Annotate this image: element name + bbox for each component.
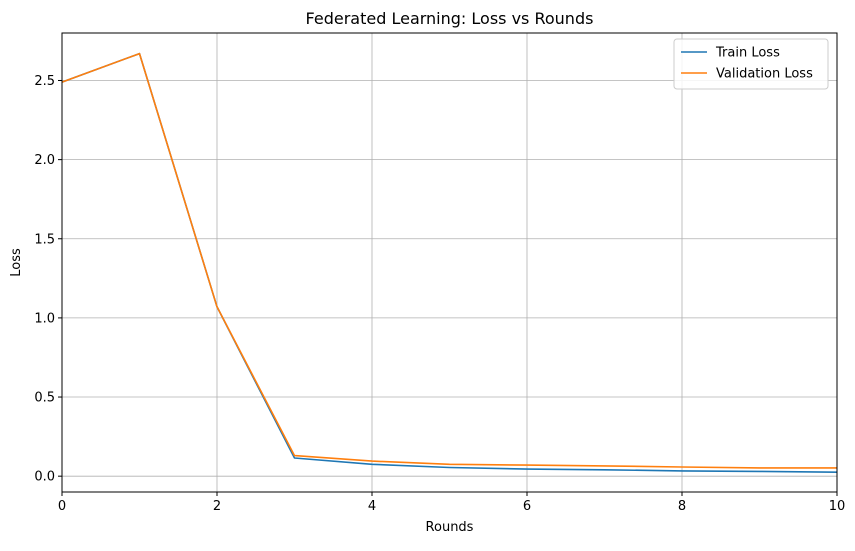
x-tick-label: 2 bbox=[213, 499, 221, 514]
x-tick-label: 8 bbox=[678, 499, 686, 514]
legend-label: Train Loss bbox=[715, 46, 780, 61]
x-tick-label: 10 bbox=[829, 499, 846, 514]
y-tick-label: 2.0 bbox=[34, 153, 55, 168]
y-tick-label: 0.0 bbox=[34, 470, 55, 485]
grid bbox=[61, 33, 838, 492]
legend-items: Train Loss Validation Loss bbox=[681, 46, 813, 82]
series-lines bbox=[61, 52, 838, 473]
plot-frame bbox=[61, 32, 838, 493]
chart-title: Federated Learning: Loss vs Rounds bbox=[306, 9, 594, 28]
x-tick-label: 0 bbox=[58, 499, 66, 514]
y-axis-ticks: 0.0 0.5 1.0 1.5 2.0 2.5 bbox=[34, 74, 62, 485]
x-tick-label: 4 bbox=[368, 499, 376, 514]
y-tick-label: 2.5 bbox=[34, 74, 55, 89]
legend-box bbox=[673, 38, 829, 90]
y-axis-label: Loss bbox=[9, 248, 24, 277]
series-line bbox=[61, 52, 837, 469]
y-tick-label: 0.5 bbox=[34, 391, 55, 406]
legend-label: Validation Loss bbox=[716, 67, 813, 82]
x-axis-label: Rounds bbox=[426, 520, 474, 535]
y-tick-label: 1.5 bbox=[34, 232, 55, 247]
series-line bbox=[61, 52, 838, 473]
y-tick-label: 1.0 bbox=[34, 311, 55, 326]
legend: Train Loss Validation Loss bbox=[673, 38, 829, 90]
x-tick-label: 6 bbox=[523, 499, 531, 514]
x-axis-ticks: 0 2 4 6 8 10 bbox=[58, 492, 845, 514]
